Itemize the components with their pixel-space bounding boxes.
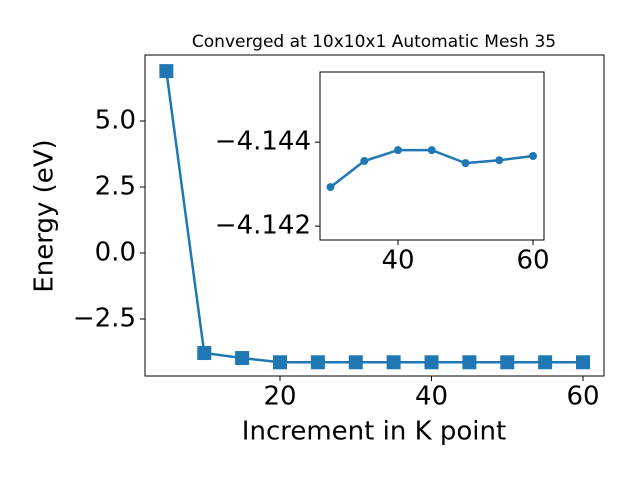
marker: [197, 346, 212, 361]
inset-background: [320, 72, 544, 240]
marker: [427, 146, 436, 155]
axes-frame: [144, 54, 605, 377]
marker: [461, 159, 470, 168]
marker: [360, 157, 369, 166]
x-tick-label: 20: [263, 382, 296, 412]
y-tick-label: 5.0: [95, 105, 136, 135]
marker: [500, 355, 515, 370]
y-tick-label: 0.0: [95, 237, 136, 267]
marker: [576, 355, 591, 370]
marker: [495, 156, 504, 165]
marker: [528, 152, 537, 160]
x-tick-label: 40: [381, 246, 414, 276]
marker: [272, 355, 287, 370]
x-tick-label: 60: [566, 382, 599, 412]
marker: [235, 351, 250, 366]
marker: [424, 355, 439, 370]
y-tick-label: −4.142: [215, 211, 311, 241]
x-tick-label: 40: [415, 382, 448, 412]
chart-title: Converged at 10x10x1 Automatic Mesh 35: [192, 32, 556, 52]
marker: [462, 355, 477, 370]
x-tick-label: 60: [516, 246, 549, 276]
marker: [310, 355, 325, 370]
marker: [394, 146, 403, 155]
x-axis-label: Increment in K point: [242, 417, 506, 447]
axes-frame: [319, 71, 545, 241]
y-tick-label: −4.144: [215, 127, 311, 157]
marker: [348, 355, 363, 370]
marker: [159, 64, 174, 79]
y-tick-label: 2.5: [95, 171, 136, 201]
marker: [326, 183, 335, 192]
y-tick-label: −2.5: [73, 303, 136, 333]
marker: [386, 355, 401, 370]
marker: [538, 355, 553, 370]
y-axis-label: Energy (eV): [30, 139, 60, 292]
